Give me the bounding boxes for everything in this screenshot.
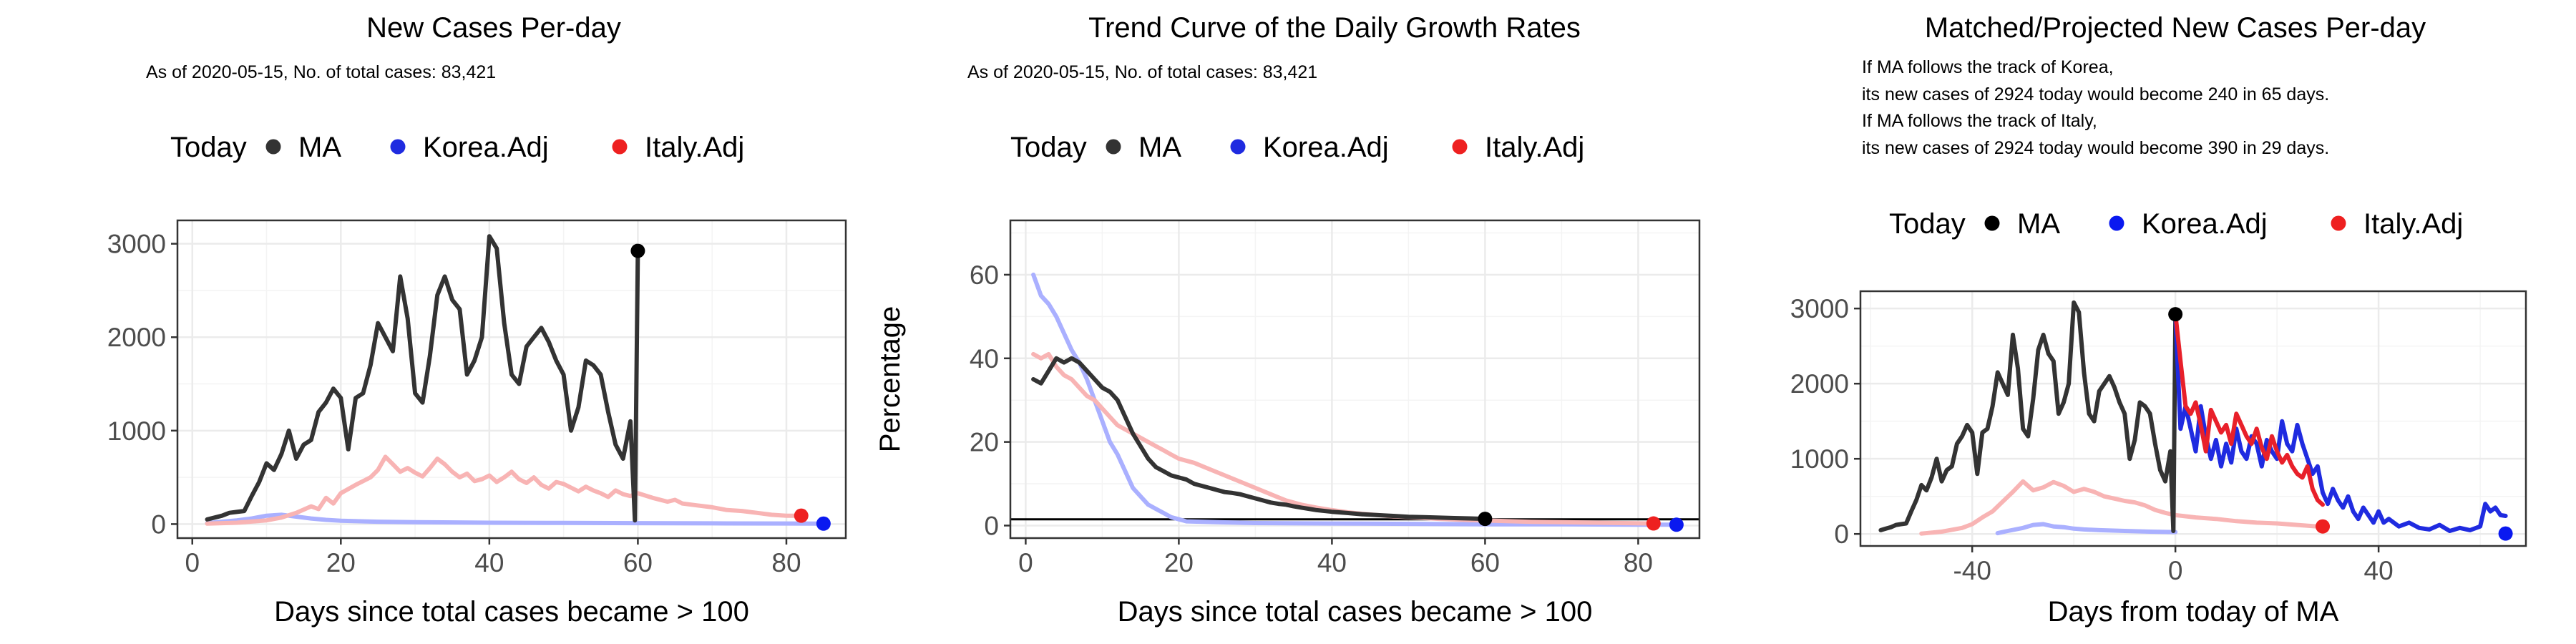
chart-subtitle-line: If MA follows the track of Korea, bbox=[1862, 57, 2114, 77]
series-line-italy-adj bbox=[1031, 351, 1656, 526]
y-tick-label: 1000 bbox=[107, 416, 166, 446]
series-line-korea-adj bbox=[205, 512, 826, 526]
legend-label: Italy.Adj bbox=[645, 132, 744, 163]
x-tick-label: 40 bbox=[474, 548, 504, 577]
legend-label: MA bbox=[2017, 208, 2060, 240]
chart-title: New Cases Per-day bbox=[366, 12, 621, 44]
chart-3: Matched/Projected New Cases Per-day If MA… bbox=[1790, 12, 2527, 628]
series-line-italy-adj bbox=[205, 454, 804, 526]
chart-subtitle: As of 2020-05-15, No. of total cases: 83… bbox=[967, 62, 1317, 82]
marker-ma bbox=[2168, 307, 2183, 322]
y-tick-label: 3000 bbox=[1790, 294, 1849, 323]
series-line-ma bbox=[1031, 356, 1488, 522]
panel-border bbox=[176, 219, 847, 540]
series-line-korea-adj-history- bbox=[1995, 522, 2178, 536]
marker-ma bbox=[630, 243, 645, 258]
chart-subtitle: As of 2020-05-15, No. of total cases: 83… bbox=[146, 62, 496, 82]
x-tick-label: 80 bbox=[1624, 548, 1653, 577]
legend-key-dot bbox=[1230, 139, 1246, 155]
legend-key-dot bbox=[2109, 215, 2124, 231]
x-tick-label: -40 bbox=[1953, 556, 1991, 585]
marker-korea-adj bbox=[1669, 517, 1684, 532]
marker-italy-adj bbox=[1646, 516, 1661, 531]
x-tick-label: 20 bbox=[326, 548, 356, 577]
y-tick-label: 20 bbox=[970, 428, 999, 457]
legend-label: MA bbox=[1138, 132, 1181, 163]
legend-key-dot bbox=[265, 139, 281, 155]
series-line-ma bbox=[205, 234, 640, 523]
series-line-italy-adj-history- bbox=[1919, 479, 2320, 536]
x-axis-title: Days since total cases became > 100 bbox=[274, 596, 749, 628]
gridlines bbox=[177, 220, 846, 538]
chart-subtitle-line: If MA follows the track of Italy, bbox=[1862, 111, 2097, 131]
x-tick-label: 60 bbox=[623, 548, 653, 577]
y-tick-label: 0 bbox=[984, 511, 999, 540]
legend-key-dot bbox=[1984, 215, 2000, 231]
x-tick-label: 40 bbox=[2364, 556, 2394, 585]
series-line-ma bbox=[1878, 300, 2178, 533]
y-axis-title: Percentage bbox=[874, 306, 906, 453]
y-tick-label: 60 bbox=[970, 260, 999, 290]
series-line-korea-adj bbox=[1031, 272, 1679, 527]
y-tick-label: 0 bbox=[1834, 519, 1849, 549]
y-tick-label: 2000 bbox=[1790, 369, 1849, 399]
legend: Today MA Korea.Adj Italy.Adj bbox=[1010, 132, 1584, 163]
x-tick-label: 80 bbox=[771, 548, 801, 577]
x-tick-label: 40 bbox=[1317, 548, 1347, 577]
legend-label: MA bbox=[298, 132, 341, 163]
chart-title: Matched/Projected New Cases Per-day bbox=[1925, 12, 2426, 44]
panel-border bbox=[1859, 290, 2527, 547]
legend: Today MA Korea.Adj Italy.Adj bbox=[1889, 208, 2463, 240]
gridlines bbox=[1860, 291, 2526, 546]
y-tick-label: 0 bbox=[151, 509, 166, 539]
plot-area bbox=[1878, 300, 2508, 536]
chart-subtitle-line: its new cases of 2924 today would become… bbox=[1862, 84, 2329, 104]
x-axis-title: Days from today of MA bbox=[2048, 596, 2339, 628]
y-tick-label: 2000 bbox=[107, 323, 166, 352]
legend-label: Korea.Adj bbox=[423, 132, 549, 163]
legend-key-dot bbox=[612, 139, 628, 155]
legend-key-dot bbox=[390, 139, 406, 155]
x-axis-title: Days since total cases became > 100 bbox=[1118, 596, 1593, 628]
chart-2: Trend Curve of the Daily Growth Rates As … bbox=[874, 12, 1701, 628]
marker-italy-adj bbox=[794, 508, 809, 523]
legend-label: Italy.Adj bbox=[2363, 208, 2463, 240]
legend-title: Today bbox=[170, 132, 247, 163]
chart-title: Trend Curve of the Daily Growth Rates bbox=[1088, 12, 1581, 44]
legend-label: Korea.Adj bbox=[1263, 132, 1389, 163]
plot-area bbox=[1010, 272, 1699, 527]
legend-label: Korea.Adj bbox=[2142, 208, 2268, 240]
x-tick-label: 20 bbox=[1164, 548, 1194, 577]
y-tick-label: 3000 bbox=[107, 230, 166, 259]
y-tick-label: 40 bbox=[970, 344, 999, 374]
series-line-italy-adj-projected- bbox=[2173, 312, 2325, 507]
legend-key-dot bbox=[1452, 139, 1468, 155]
x-tick-label: 0 bbox=[2168, 556, 2183, 585]
plot-area bbox=[205, 234, 826, 526]
y-tick-label: 1000 bbox=[1790, 444, 1849, 474]
legend-key-dot bbox=[1106, 139, 1121, 155]
legend-key-dot bbox=[2331, 215, 2346, 231]
chart-subtitle-line: its new cases of 2924 today would become… bbox=[1862, 138, 2329, 158]
marker-korea-adj bbox=[2498, 526, 2513, 541]
legend-label: Italy.Adj bbox=[1485, 132, 1584, 163]
marker-italy-adj bbox=[2316, 519, 2331, 534]
x-tick-label: 0 bbox=[1018, 548, 1033, 577]
marker-ma bbox=[1478, 512, 1493, 527]
marker-korea-adj bbox=[816, 516, 831, 531]
x-tick-label: 0 bbox=[185, 548, 200, 577]
gridlines bbox=[1010, 220, 1699, 538]
legend: Today MA Korea.Adj Italy.Adj bbox=[170, 132, 744, 163]
legend-title: Today bbox=[1889, 208, 1966, 240]
series-line-korea-adj-projected- bbox=[2173, 312, 2508, 533]
x-tick-label: 60 bbox=[1470, 548, 1500, 577]
panel-border bbox=[1009, 219, 1701, 540]
legend-title: Today bbox=[1010, 132, 1087, 163]
chart-1: New Cases Per-day As of 2020-05-15, No. o… bbox=[107, 12, 847, 628]
